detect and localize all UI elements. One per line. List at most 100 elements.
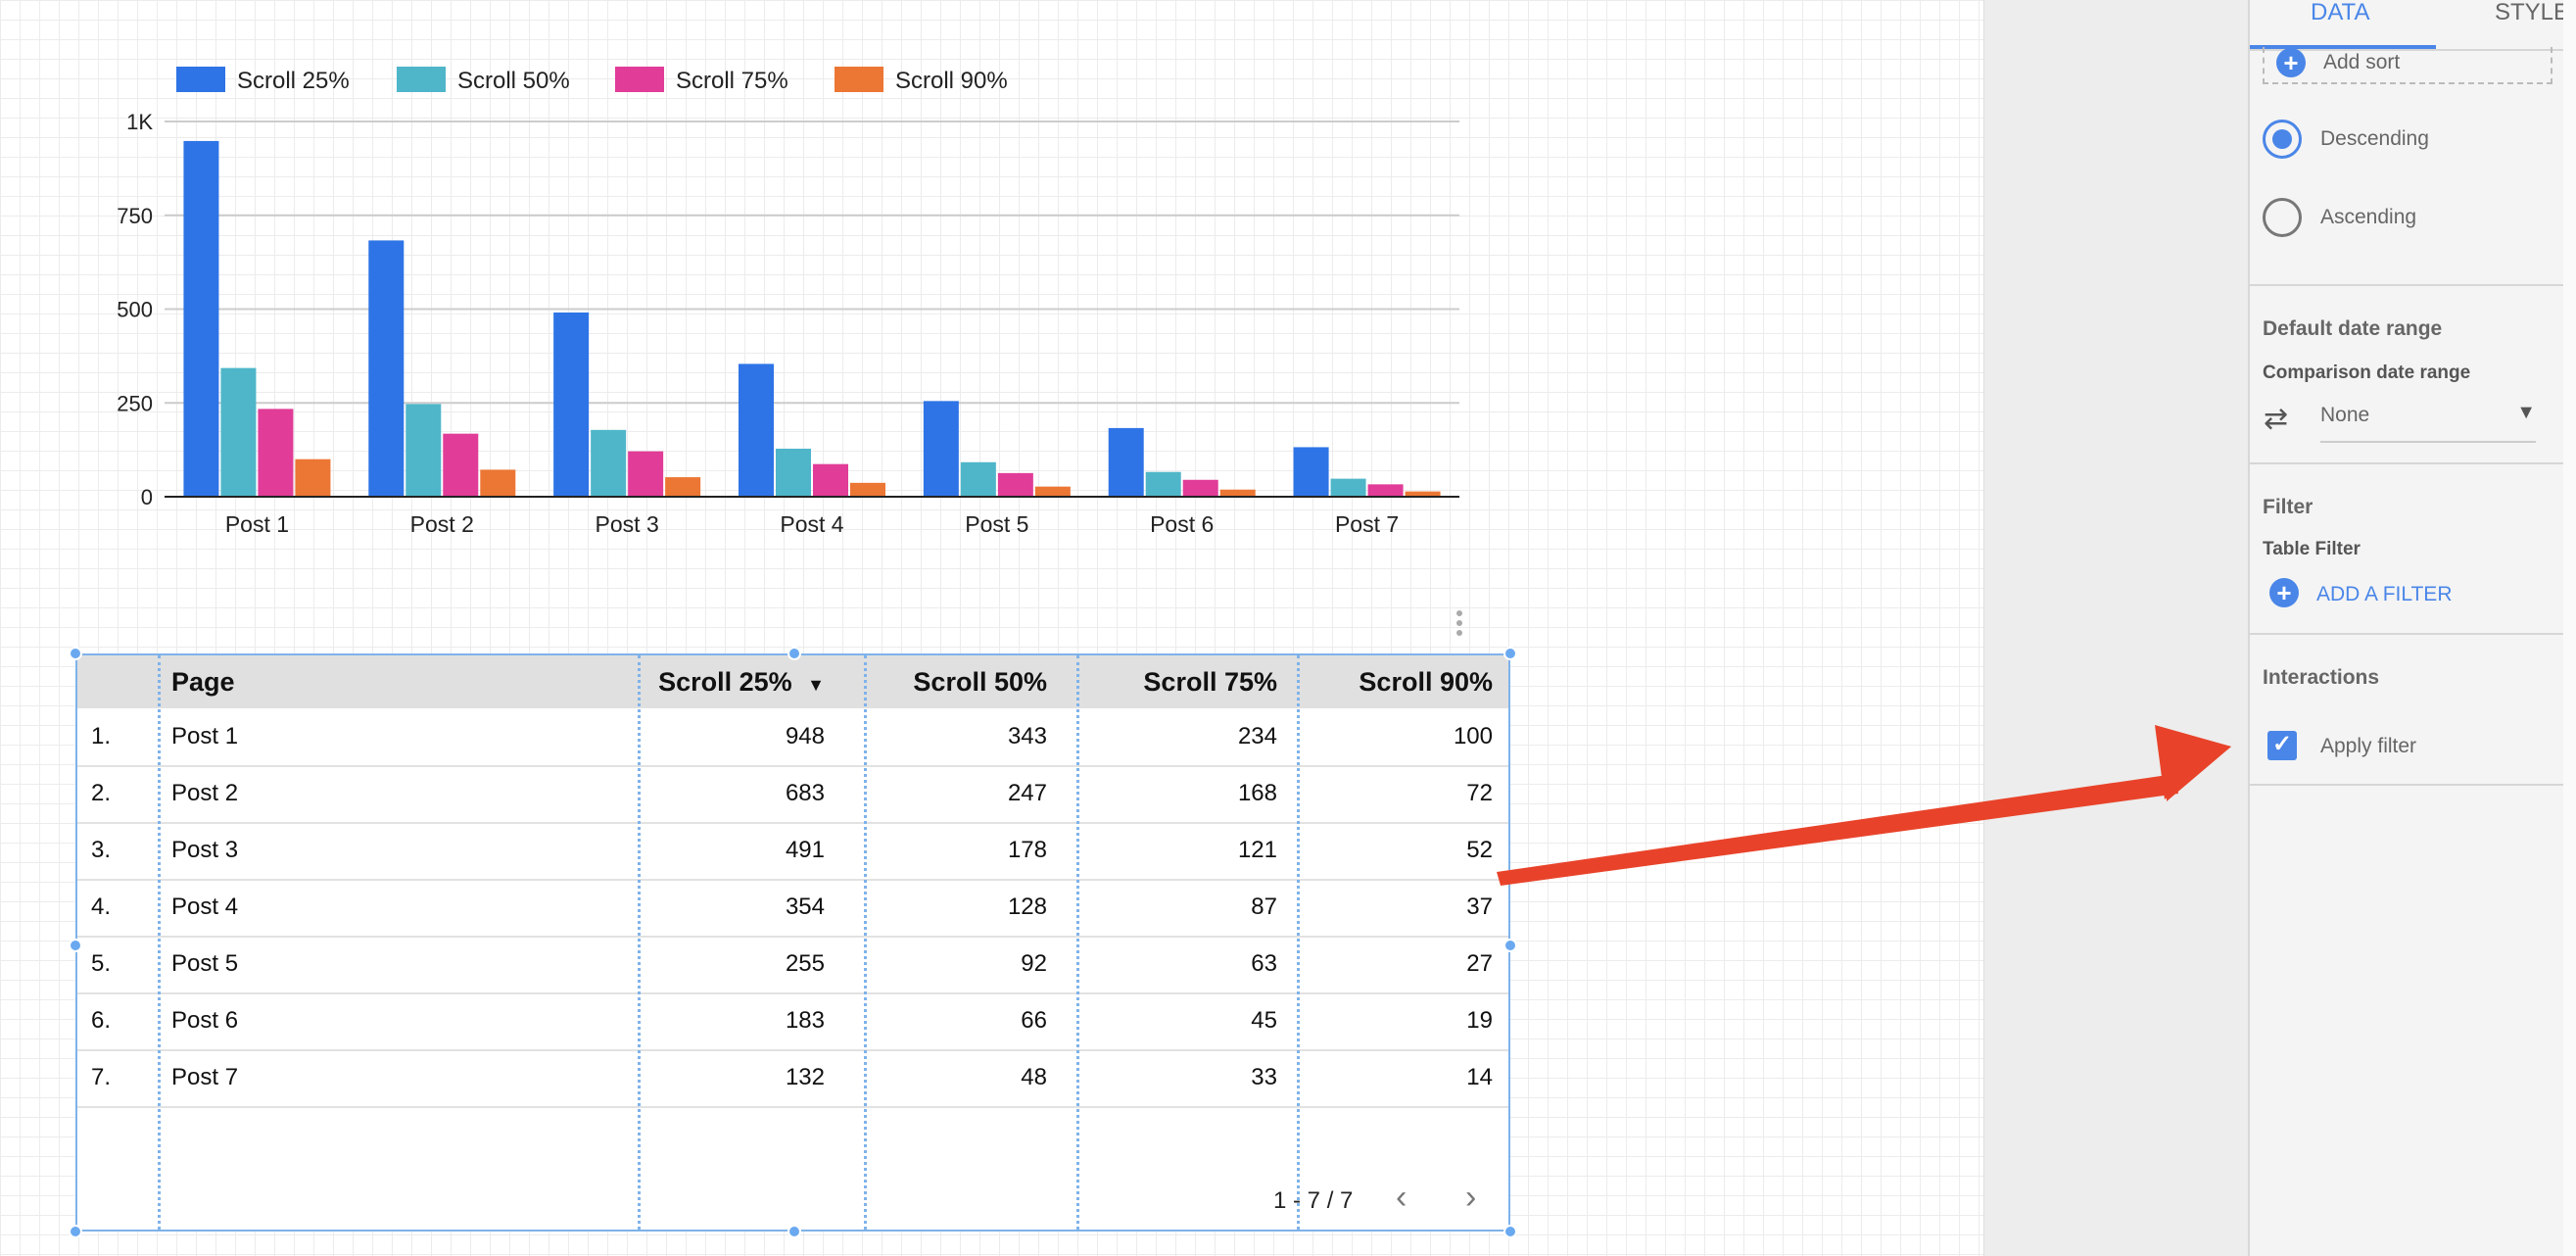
apply-filter-label: Apply filter [2320, 735, 2417, 757]
report-canvas[interactable]: 0 250 500 750 1K Post 1 Post 2 Post 3 Post 4 Post… [0, 0, 1983, 1256]
checkmark-icon: ✓ [2272, 731, 2293, 757]
legend-label: Scroll 50% [457, 68, 570, 94]
section-divider [2250, 284, 2563, 286]
row-index: 3. [91, 837, 112, 863]
table-row[interactable]: 2. Post 2 683 247 168 72 [77, 765, 1508, 824]
col-header-scroll-50[interactable]: Scroll 50% [913, 667, 1047, 697]
column-divider [864, 655, 867, 1230]
add-filter-label: ADD A FILTER [2316, 583, 2453, 605]
cell-scroll-75: 121 [1237, 837, 1277, 863]
col-header-scroll-90[interactable]: Scroll 90% [1359, 667, 1493, 697]
more-options-icon[interactable] [1456, 610, 1464, 640]
cell-scroll-75: 45 [1251, 1007, 1277, 1034]
col-header-scroll-75[interactable]: Scroll 75% [1143, 667, 1277, 697]
filter-title: Filter [2263, 496, 2314, 518]
resize-handle[interactable] [69, 1225, 82, 1238]
cell-scroll-50: 128 [1007, 894, 1047, 920]
tab-data[interactable]: DATA [2311, 0, 2370, 25]
table-row[interactable]: 1. Post 1 948 343 234 100 [77, 708, 1508, 767]
comparison-value: None [2320, 404, 2370, 426]
cell-page: Post 5 [171, 950, 239, 977]
radio-dot [2272, 129, 2292, 149]
tab-style[interactable]: STYLE [2495, 0, 2565, 25]
table-row[interactable]: 7. Post 7 132 48 33 14 [77, 1049, 1508, 1108]
y-tick-label: 500 [117, 298, 153, 322]
x-tick-label: Post 6 [1150, 511, 1214, 537]
bar [997, 472, 1033, 497]
cell-scroll-75: 234 [1237, 723, 1277, 749]
cell-scroll-75: 33 [1251, 1064, 1277, 1090]
cell-page: Post 2 [171, 780, 239, 806]
bar [183, 140, 219, 497]
add-sort-label: Add sort [2323, 51, 2401, 73]
comparison-date-dropdown[interactable]: None ▼ [2320, 398, 2536, 443]
panel-scroll-edge [2563, 0, 2576, 1256]
section-divider [2250, 633, 2563, 635]
cell-scroll-25: 491 [785, 837, 825, 863]
cell-scroll-25: 255 [785, 950, 825, 977]
canvas-gutter [1983, 0, 2249, 1256]
data-table[interactable]: Page Scroll 25% ▼ Scroll 50% Scroll 75% … [75, 653, 1510, 1232]
bar [368, 240, 405, 497]
column-divider [638, 655, 641, 1230]
chevron-right-icon[interactable]: › [1465, 1179, 1477, 1216]
cell-page: Post 7 [171, 1064, 239, 1090]
column-divider [1297, 655, 1300, 1230]
resize-handle[interactable] [1503, 939, 1517, 952]
bar [1293, 447, 1329, 497]
cell-scroll-50: 48 [1021, 1064, 1047, 1090]
row-index: 1. [91, 723, 112, 749]
cell-scroll-50: 247 [1007, 780, 1047, 806]
x-tick-label: Post 1 [225, 511, 289, 537]
bar [1367, 484, 1404, 497]
column-divider [158, 655, 161, 1230]
table-row[interactable]: 5. Post 5 255 92 63 27 [77, 936, 1508, 994]
bar [739, 363, 774, 497]
legend-swatch [176, 67, 225, 92]
resize-handle[interactable] [69, 939, 82, 952]
resize-handle[interactable] [1503, 1225, 1517, 1238]
resize-handle[interactable] [787, 647, 801, 660]
row-index: 2. [91, 780, 112, 806]
bar [850, 482, 885, 497]
resize-handle[interactable] [69, 647, 82, 660]
table-row[interactable]: 3. Post 3 491 178 121 52 [77, 822, 1508, 881]
legend-label: Scroll 25% [237, 68, 350, 94]
bar [628, 451, 664, 497]
bar [258, 409, 294, 497]
resize-handle[interactable] [787, 1225, 801, 1238]
cell-page: Post 3 [171, 837, 239, 863]
cell-scroll-90: 100 [1453, 723, 1493, 749]
col-header-scroll-25[interactable]: Scroll 25% ▼ [658, 667, 825, 697]
row-index: 5. [91, 950, 112, 977]
dropdown-arrow-icon: ▼ [2516, 402, 2536, 423]
cell-scroll-90: 72 [1466, 780, 1493, 806]
bar [776, 448, 811, 497]
table-filter-label: Table Filter [2263, 539, 2361, 559]
bar [1108, 427, 1144, 497]
legend-label: Scroll 90% [895, 68, 1008, 94]
resize-handle[interactable] [1503, 647, 1517, 660]
table-row[interactable]: 4. Post 4 354 128 87 37 [77, 879, 1508, 938]
cell-scroll-25: 183 [785, 1007, 825, 1034]
cell-page: Post 6 [171, 1007, 239, 1034]
cell-scroll-25: 948 [785, 723, 825, 749]
bar [1034, 486, 1071, 497]
bar [1330, 478, 1366, 497]
descending-radio[interactable] [2263, 120, 2302, 159]
add-sort-button[interactable]: + Add sort [2263, 47, 2552, 84]
cell-scroll-90: 19 [1466, 1007, 1493, 1034]
legend-label: Scroll 75% [676, 68, 788, 94]
bar [220, 367, 257, 497]
chevron-left-icon[interactable]: ‹ [1396, 1179, 1407, 1216]
ascending-radio[interactable] [2263, 198, 2302, 237]
bar [480, 469, 516, 497]
y-tick-label: 1K [126, 110, 153, 134]
y-tick-label: 0 [141, 485, 153, 509]
add-filter-button[interactable]: + ADD A FILTER [2269, 578, 2485, 613]
apply-filter-checkbox[interactable]: ✓ [2267, 731, 2297, 760]
bar-chart[interactable]: 0 250 500 750 1K Post 1 Post 2 Post 3 Post 4 Post… [0, 0, 1489, 568]
table-row[interactable]: 6. Post 6 183 66 45 19 [77, 992, 1508, 1051]
col-header-page[interactable]: Page [171, 667, 235, 697]
cell-scroll-25: 132 [785, 1064, 825, 1090]
